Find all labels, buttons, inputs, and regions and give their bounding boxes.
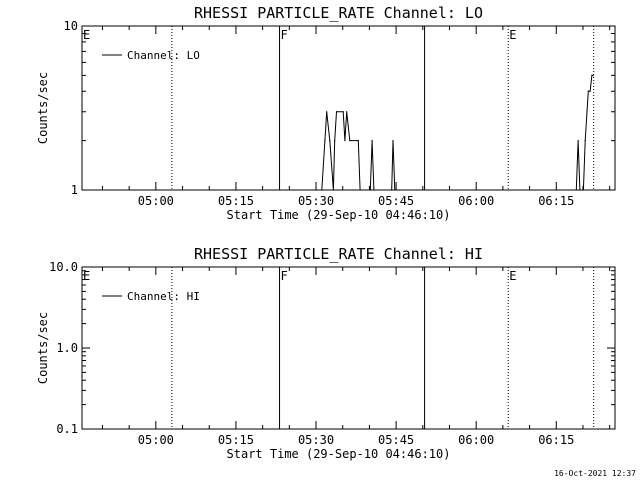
data-point xyxy=(591,74,593,76)
data-point xyxy=(589,90,591,92)
x-tick-label: 06:15 xyxy=(538,194,574,208)
data-point xyxy=(329,140,331,142)
x-tick-label: 06:15 xyxy=(538,433,574,447)
data-point xyxy=(324,140,326,142)
x-tick-label: 05:45 xyxy=(378,433,414,447)
data-point xyxy=(335,111,338,113)
event-marker-label: E xyxy=(83,269,90,283)
data-point xyxy=(592,74,594,76)
event-marker-label: E xyxy=(83,28,90,42)
plot-frame xyxy=(81,25,616,191)
data-point xyxy=(349,140,351,142)
x-axis-label: Start Time (29-Sep-10 04:46:10) xyxy=(227,208,451,222)
data-point xyxy=(346,111,348,113)
x-tick-label: 05:15 xyxy=(218,194,254,208)
y-axis-label: Counts/sec xyxy=(36,72,50,144)
x-tick-label: 06:00 xyxy=(458,194,494,208)
x-tick-label: 05:30 xyxy=(298,194,334,208)
data-point xyxy=(332,189,334,191)
panel-lo: RHESSI PARTICLE_RATE Channel: LO 05:00 05:… xyxy=(36,4,616,222)
data-point xyxy=(394,189,396,191)
data-point xyxy=(357,140,359,142)
y-tick-label: 0.1 xyxy=(56,422,78,436)
data-point xyxy=(392,140,394,142)
data-point xyxy=(326,111,328,113)
x-tick-label: 05:45 xyxy=(378,194,414,208)
chart-title: RHESSI PARTICLE_RATE Channel: HI xyxy=(194,245,483,263)
data-point xyxy=(373,189,375,191)
data-point xyxy=(579,189,581,191)
event-marker-label: E xyxy=(509,28,516,42)
panel-hi: RHESSI PARTICLE_RATE Channel: HI 05:00 05:… xyxy=(36,245,616,461)
data-point xyxy=(391,189,393,191)
x-tick-label: 06:00 xyxy=(458,433,494,447)
x-tick-label: 05:30 xyxy=(298,433,334,447)
legend-label: Channel: LO xyxy=(127,49,200,62)
y-axis-label: Counts/sec xyxy=(36,312,50,384)
data-point xyxy=(359,189,361,191)
data-point xyxy=(342,111,344,113)
event-marker-label: F xyxy=(281,28,288,42)
event-marker-label: E xyxy=(509,269,516,283)
legend-label: Channel: HI xyxy=(127,290,200,303)
event-marker-label: F xyxy=(281,269,288,283)
x-tick-label: 05:00 xyxy=(138,433,174,447)
y-tick-label: 1 xyxy=(71,183,78,197)
x-axis-label: Start Time (29-Sep-10 04:46:10) xyxy=(227,447,451,461)
y-tick-label: 10.0 xyxy=(49,260,78,274)
data-point xyxy=(575,189,577,191)
series-line xyxy=(321,74,594,191)
generated-timestamp: 16-Oct-2021 12:37 xyxy=(554,469,636,478)
data-point xyxy=(577,140,579,142)
data-point xyxy=(582,189,585,191)
data-point xyxy=(344,140,346,142)
data-point xyxy=(584,140,586,142)
data-point xyxy=(371,140,373,142)
x-tick-label: 05:15 xyxy=(218,433,254,447)
data-point xyxy=(586,111,588,113)
y-tick-label: 1.0 xyxy=(56,341,78,355)
data-point xyxy=(334,140,336,142)
data-point xyxy=(369,189,371,191)
chart-title: RHESSI PARTICLE_RATE Channel: LO xyxy=(194,4,483,22)
x-tick-label: 05:00 xyxy=(138,194,174,208)
data-point xyxy=(587,90,589,92)
data-point xyxy=(321,189,323,191)
y-tick-label: 10 xyxy=(64,19,78,33)
